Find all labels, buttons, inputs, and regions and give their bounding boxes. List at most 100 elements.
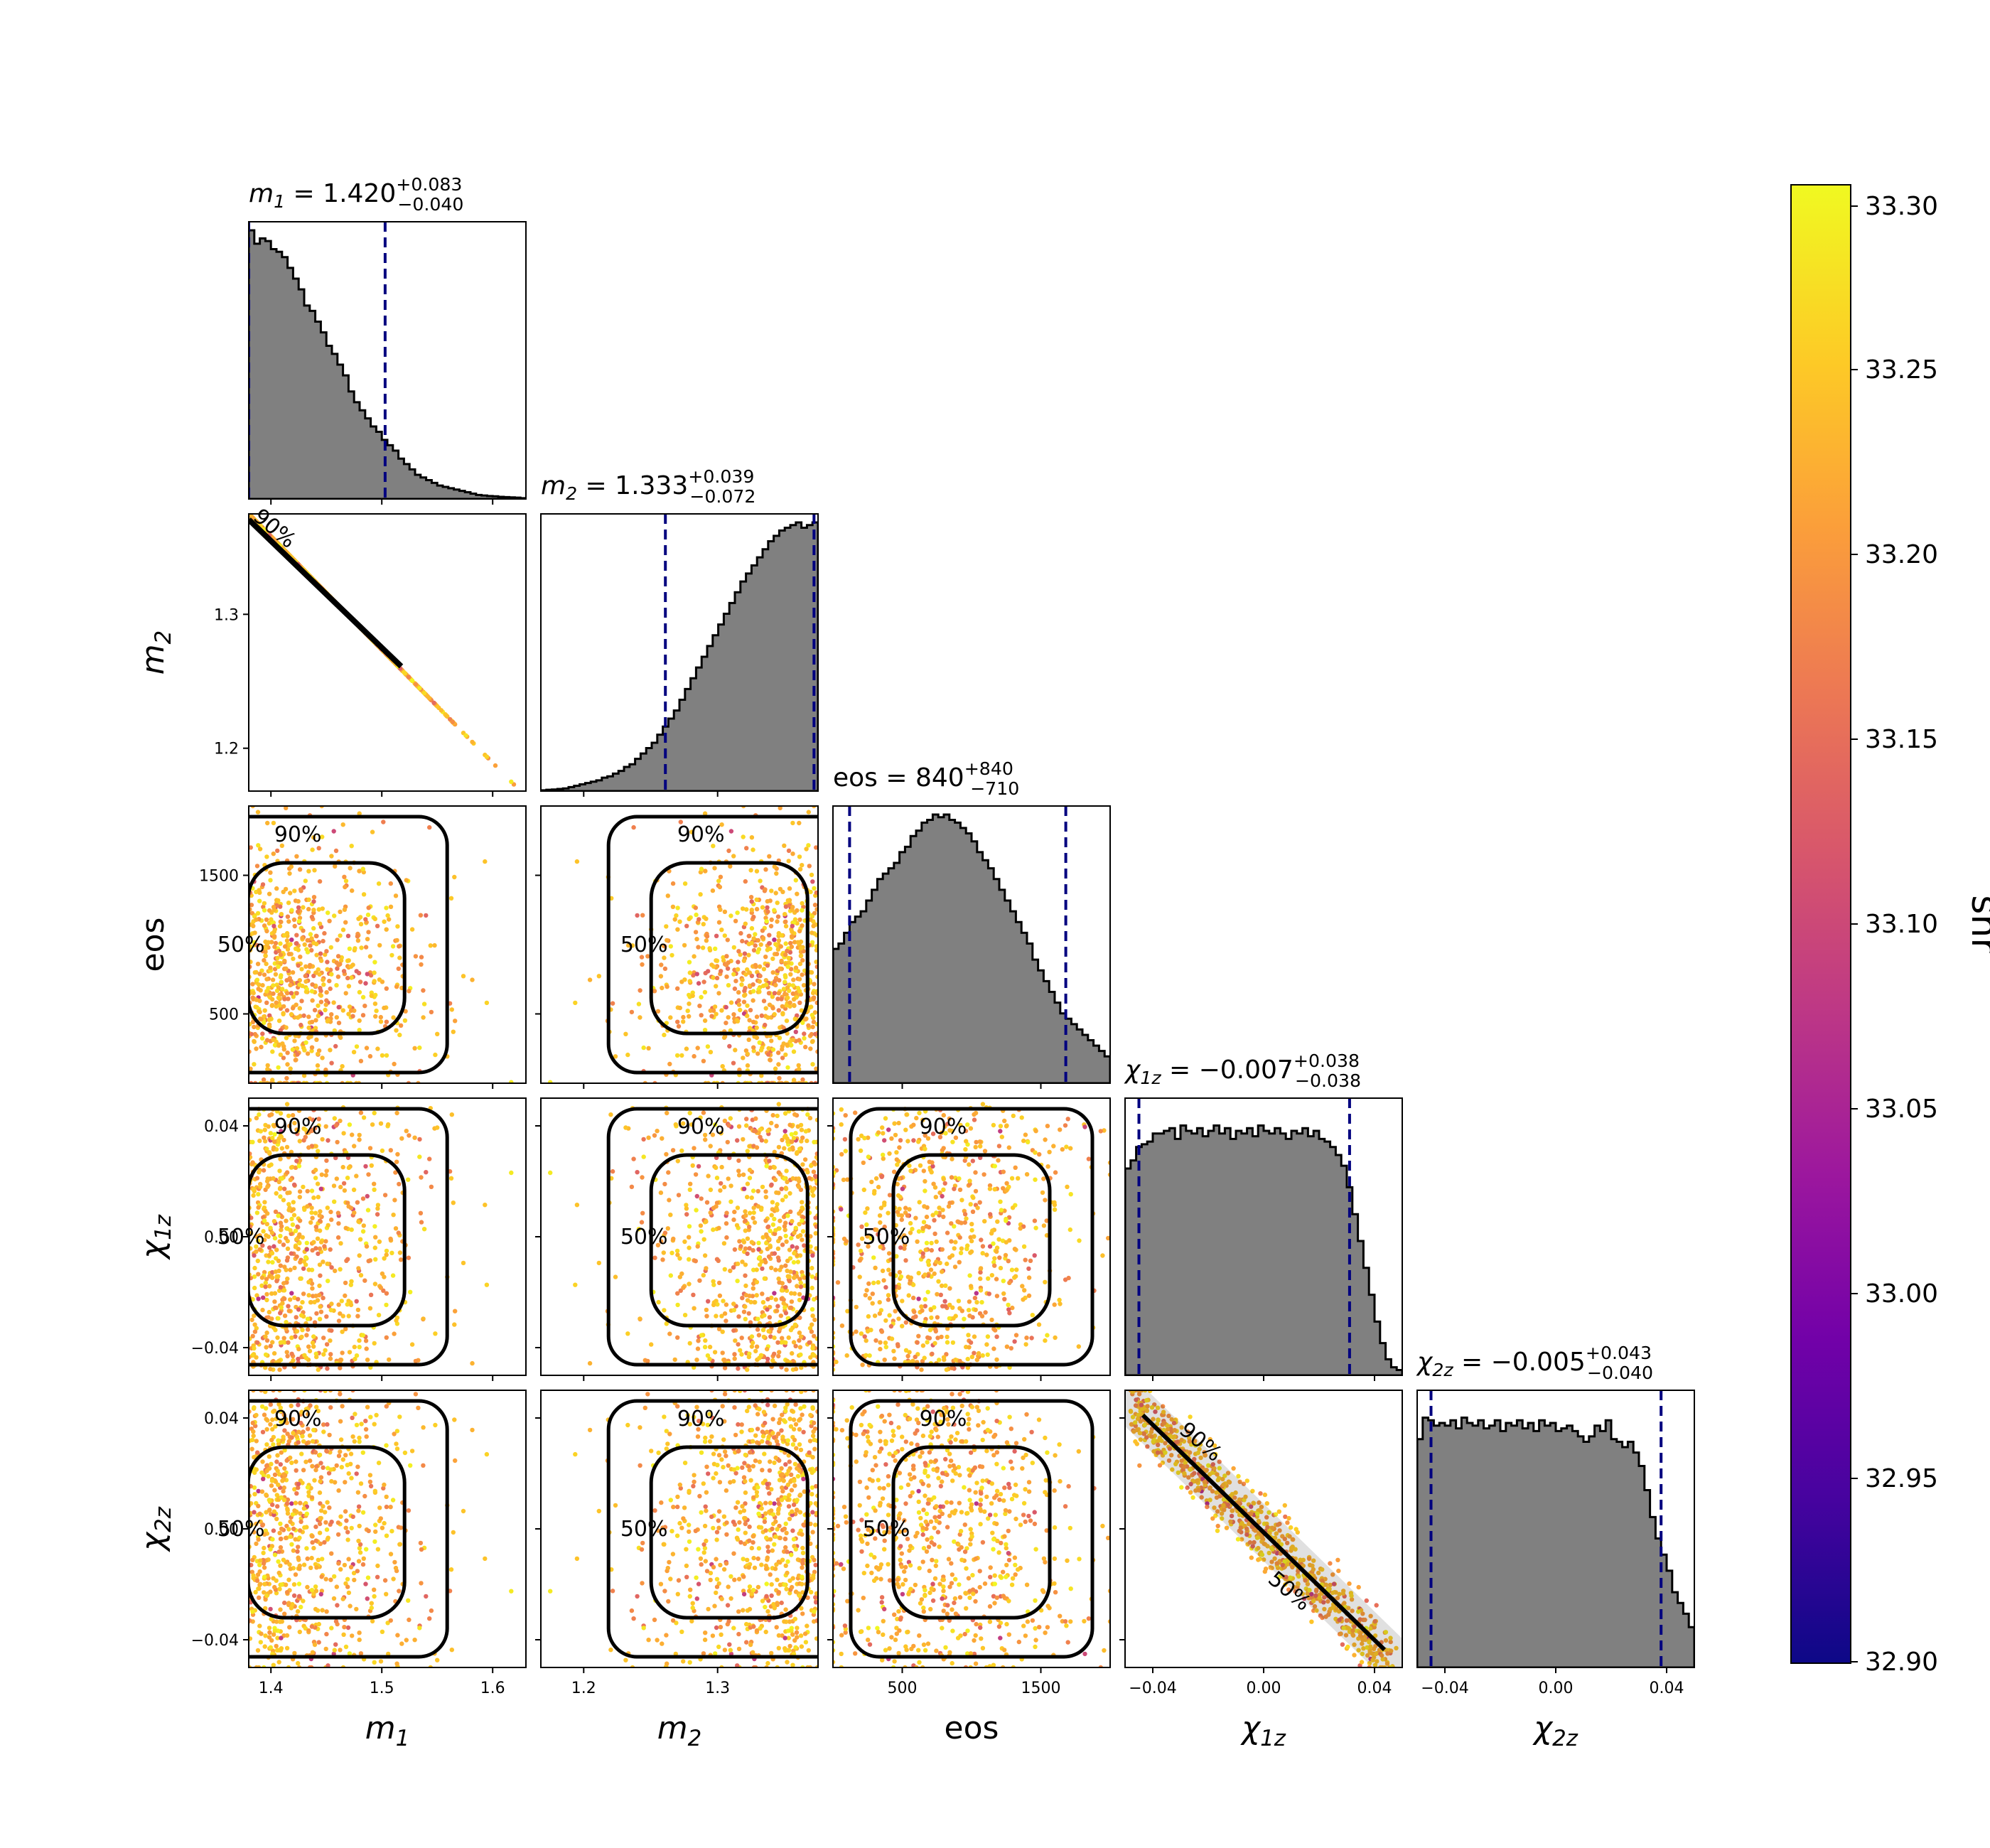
sample-point bbox=[311, 1334, 316, 1339]
sample-point bbox=[406, 1255, 412, 1260]
sample-point bbox=[289, 1231, 294, 1237]
sample-point bbox=[269, 1251, 275, 1256]
sample-point bbox=[751, 1205, 756, 1210]
sample-point bbox=[799, 945, 804, 951]
sample-point bbox=[736, 998, 741, 1003]
sample-point bbox=[368, 1292, 374, 1298]
sample-point bbox=[347, 946, 353, 952]
contour-90 bbox=[606, 1107, 818, 1367]
sample-point bbox=[301, 1266, 306, 1272]
y-axis-label-m2-symbol: m bbox=[135, 644, 171, 675]
sample-point bbox=[365, 972, 370, 977]
sample-point bbox=[310, 982, 315, 987]
sample-point bbox=[254, 1249, 259, 1255]
sample-point bbox=[428, 943, 433, 948]
sample-point bbox=[699, 994, 704, 1000]
sample-point bbox=[775, 1340, 780, 1345]
sample-point bbox=[281, 1336, 286, 1341]
sample-point bbox=[745, 1236, 751, 1241]
sample-point bbox=[700, 945, 706, 950]
sample-point bbox=[763, 867, 768, 872]
sample-point bbox=[613, 1054, 618, 1059]
sample-point bbox=[929, 1315, 934, 1321]
sample-point bbox=[769, 888, 774, 893]
sample-point bbox=[279, 843, 284, 849]
sample-point bbox=[304, 1333, 309, 1338]
sample-point bbox=[761, 1334, 767, 1340]
sample-point bbox=[682, 977, 687, 982]
sample-point bbox=[292, 1265, 297, 1271]
sample-point bbox=[306, 906, 311, 912]
sample-point bbox=[800, 972, 805, 977]
sample-point bbox=[711, 844, 716, 849]
sample-point bbox=[363, 981, 368, 986]
sample-point bbox=[259, 1283, 264, 1289]
sample-point bbox=[574, 1203, 580, 1208]
sample-point bbox=[306, 869, 311, 874]
sample-point bbox=[311, 1240, 316, 1245]
sample-point bbox=[785, 1065, 790, 1070]
sample-point bbox=[754, 869, 760, 874]
sample-point bbox=[800, 908, 805, 913]
sample-point bbox=[699, 1229, 704, 1234]
sample-point bbox=[284, 991, 290, 996]
sample-point bbox=[743, 1246, 748, 1251]
sample-point bbox=[418, 913, 424, 918]
sample-point bbox=[758, 1207, 764, 1213]
sample-point bbox=[346, 1011, 351, 1016]
sample-point bbox=[322, 1244, 327, 1249]
sample-point bbox=[763, 1259, 768, 1265]
sample-point bbox=[372, 1181, 377, 1186]
sample-point bbox=[743, 1273, 748, 1278]
sample-point bbox=[319, 1172, 324, 1177]
sample-point bbox=[397, 944, 402, 949]
panel-content bbox=[249, 514, 517, 787]
sample-point bbox=[268, 1131, 273, 1136]
sample-point bbox=[251, 1187, 256, 1192]
sample-point bbox=[728, 1000, 734, 1005]
sample-point bbox=[280, 1041, 285, 1046]
sample-point bbox=[328, 1247, 333, 1252]
sample-point bbox=[811, 1019, 817, 1025]
sample-point bbox=[755, 1188, 760, 1194]
sample-point bbox=[294, 991, 299, 996]
sample-point bbox=[703, 1338, 708, 1343]
sample-point bbox=[714, 1257, 720, 1262]
sample-point bbox=[323, 1239, 328, 1244]
sample-point bbox=[706, 1173, 711, 1178]
sample-point bbox=[814, 933, 818, 938]
sample-point bbox=[783, 974, 788, 980]
sample-point bbox=[264, 1277, 269, 1282]
sample-point bbox=[341, 969, 347, 974]
sample-point bbox=[740, 1259, 745, 1264]
sample-point bbox=[285, 1191, 290, 1196]
sample-point bbox=[336, 1302, 341, 1307]
sample-point bbox=[264, 917, 269, 923]
sample-point bbox=[317, 1246, 323, 1251]
sample-point bbox=[731, 1265, 736, 1270]
sample-point bbox=[1076, 1344, 1082, 1349]
sample-point bbox=[302, 1048, 307, 1053]
sample-point bbox=[269, 1316, 274, 1321]
sample-point bbox=[270, 1136, 275, 1141]
sample-point bbox=[281, 1288, 287, 1293]
sample-point bbox=[772, 1011, 777, 1017]
sample-point bbox=[795, 1124, 801, 1129]
sample-point bbox=[810, 1253, 815, 1258]
sample-point bbox=[388, 1236, 393, 1242]
sample-point bbox=[745, 1051, 751, 1057]
sample-point bbox=[281, 933, 287, 938]
sample-point bbox=[284, 978, 289, 983]
sample-point bbox=[269, 917, 274, 922]
sample-point bbox=[421, 1001, 427, 1006]
sample-point bbox=[738, 1007, 743, 1013]
sample-point bbox=[714, 1011, 719, 1016]
sample-point bbox=[348, 1302, 354, 1308]
sample-point bbox=[787, 1000, 792, 1005]
sample-point bbox=[390, 944, 396, 949]
sample-point bbox=[763, 1189, 768, 1194]
sample-point bbox=[772, 991, 778, 996]
sample-point bbox=[757, 964, 763, 969]
sample-point bbox=[284, 1350, 289, 1355]
sample-point bbox=[320, 1137, 325, 1142]
